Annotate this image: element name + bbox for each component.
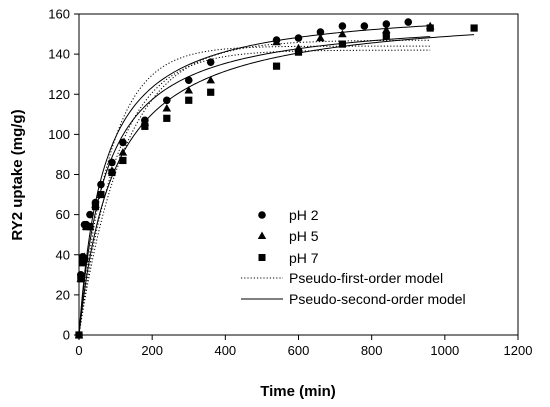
x-tick-label: 1000 <box>430 343 459 358</box>
point-ph7 <box>207 88 215 96</box>
x-tick-label: 200 <box>141 343 163 358</box>
legend-entry-ph2: pH 2 <box>258 207 319 223</box>
point-ph5 <box>382 25 391 34</box>
model-curves <box>78 25 475 336</box>
legend-marker-circle <box>258 211 266 219</box>
point-ph2 <box>97 180 105 189</box>
point-ph7 <box>86 223 94 231</box>
x-tick-label: 0 <box>75 343 82 358</box>
point-ph7 <box>77 275 85 283</box>
point-ph2 <box>338 22 347 30</box>
y-tick-label: 20 <box>56 287 70 302</box>
y-tick-label: 0 <box>63 328 70 343</box>
y-tick-label: 120 <box>48 87 70 102</box>
x-tick-label: 400 <box>214 343 236 358</box>
legend-label-ph5: pH 5 <box>289 228 319 244</box>
point-ph2 <box>360 22 369 30</box>
y-tick-label: 60 <box>56 207 70 222</box>
legend-entry-pso: Pseudo-second-order model <box>241 291 466 307</box>
point-ph2 <box>86 210 94 219</box>
legend-entry-ph7: pH 7 <box>258 250 319 266</box>
legend-label-ph7: pH 7 <box>289 250 319 266</box>
x-tick-label: 800 <box>361 343 383 358</box>
point-ph7 <box>108 168 116 177</box>
legend: pH 2 pH 5 pH 7 Pseudo-first-order model … <box>241 207 466 307</box>
point-ph7 <box>426 24 434 32</box>
x-axis-title: Time (min) <box>260 383 336 400</box>
point-ph2 <box>163 96 171 105</box>
point-ph7 <box>119 156 127 165</box>
point-ph7 <box>141 122 149 130</box>
legend-entry-ph5: pH 5 <box>257 228 319 244</box>
ticks: 0 200 400 600 800 1000 1200 0 20 40 60 80 100 120 140 1… <box>48 7 532 359</box>
y-tick-label: 80 <box>56 167 70 182</box>
point-ph5 <box>338 29 347 38</box>
point-ph5 <box>118 148 128 156</box>
pseudo-second-order-curve-1 <box>78 36 431 336</box>
point-ph7 <box>75 331 83 339</box>
y-tick-label: 160 <box>48 7 70 22</box>
point-ph7 <box>185 96 193 104</box>
legend-label-pfo: Pseudo-first-order model <box>289 270 443 286</box>
point-ph7 <box>82 223 90 231</box>
legend-marker-triangle <box>257 231 267 239</box>
point-ph7 <box>294 48 303 56</box>
point-ph7 <box>163 114 171 122</box>
point-ph2 <box>184 76 193 85</box>
y-axis-title: RY2 uptake (mg/g) <box>9 109 26 240</box>
pseudo-first-order-curve-2 <box>78 39 431 336</box>
point-ph7 <box>97 190 105 199</box>
data-points <box>74 18 478 339</box>
point-ph2 <box>404 18 413 26</box>
point-ph2 <box>108 158 116 167</box>
y-tick-label: 100 <box>48 127 70 142</box>
point-ph5 <box>162 103 172 112</box>
point-ph7 <box>91 203 100 211</box>
point-ph5 <box>316 33 325 42</box>
x-tick-label: 1200 <box>504 343 533 358</box>
point-ph7 <box>272 62 281 70</box>
axes <box>78 13 519 336</box>
pseudo-second-order-curve-2 <box>78 34 475 336</box>
legend-label-pso: Pseudo-second-order model <box>289 291 466 307</box>
x-tick-label: 600 <box>288 343 310 358</box>
point-ph2 <box>382 20 391 28</box>
legend-entry-pfo: Pseudo-first-order model <box>241 270 443 286</box>
y-tick-label: 140 <box>48 47 70 62</box>
point-ph2 <box>294 34 303 42</box>
point-ph5 <box>206 75 215 84</box>
legend-marker-square <box>258 254 266 261</box>
point-ph5 <box>272 37 281 46</box>
point-ph7 <box>470 24 478 32</box>
pseudo-second-order-curve-0 <box>78 25 431 336</box>
plot-frame <box>78 13 519 336</box>
point-ph7 <box>80 255 89 263</box>
point-ph7 <box>338 40 346 48</box>
pseudo-first-order-curve-0 <box>78 45 431 336</box>
point-ph2 <box>119 138 127 147</box>
point-ph5 <box>184 85 194 94</box>
point-ph7 <box>382 32 390 40</box>
y-tick-label: 40 <box>56 247 70 262</box>
point-ph2 <box>316 28 325 36</box>
legend-label-ph2: pH 2 <box>289 207 319 223</box>
point-ph2 <box>206 58 215 66</box>
point-ph7 <box>79 259 87 267</box>
pseudo-first-order-curve-1 <box>78 49 431 336</box>
